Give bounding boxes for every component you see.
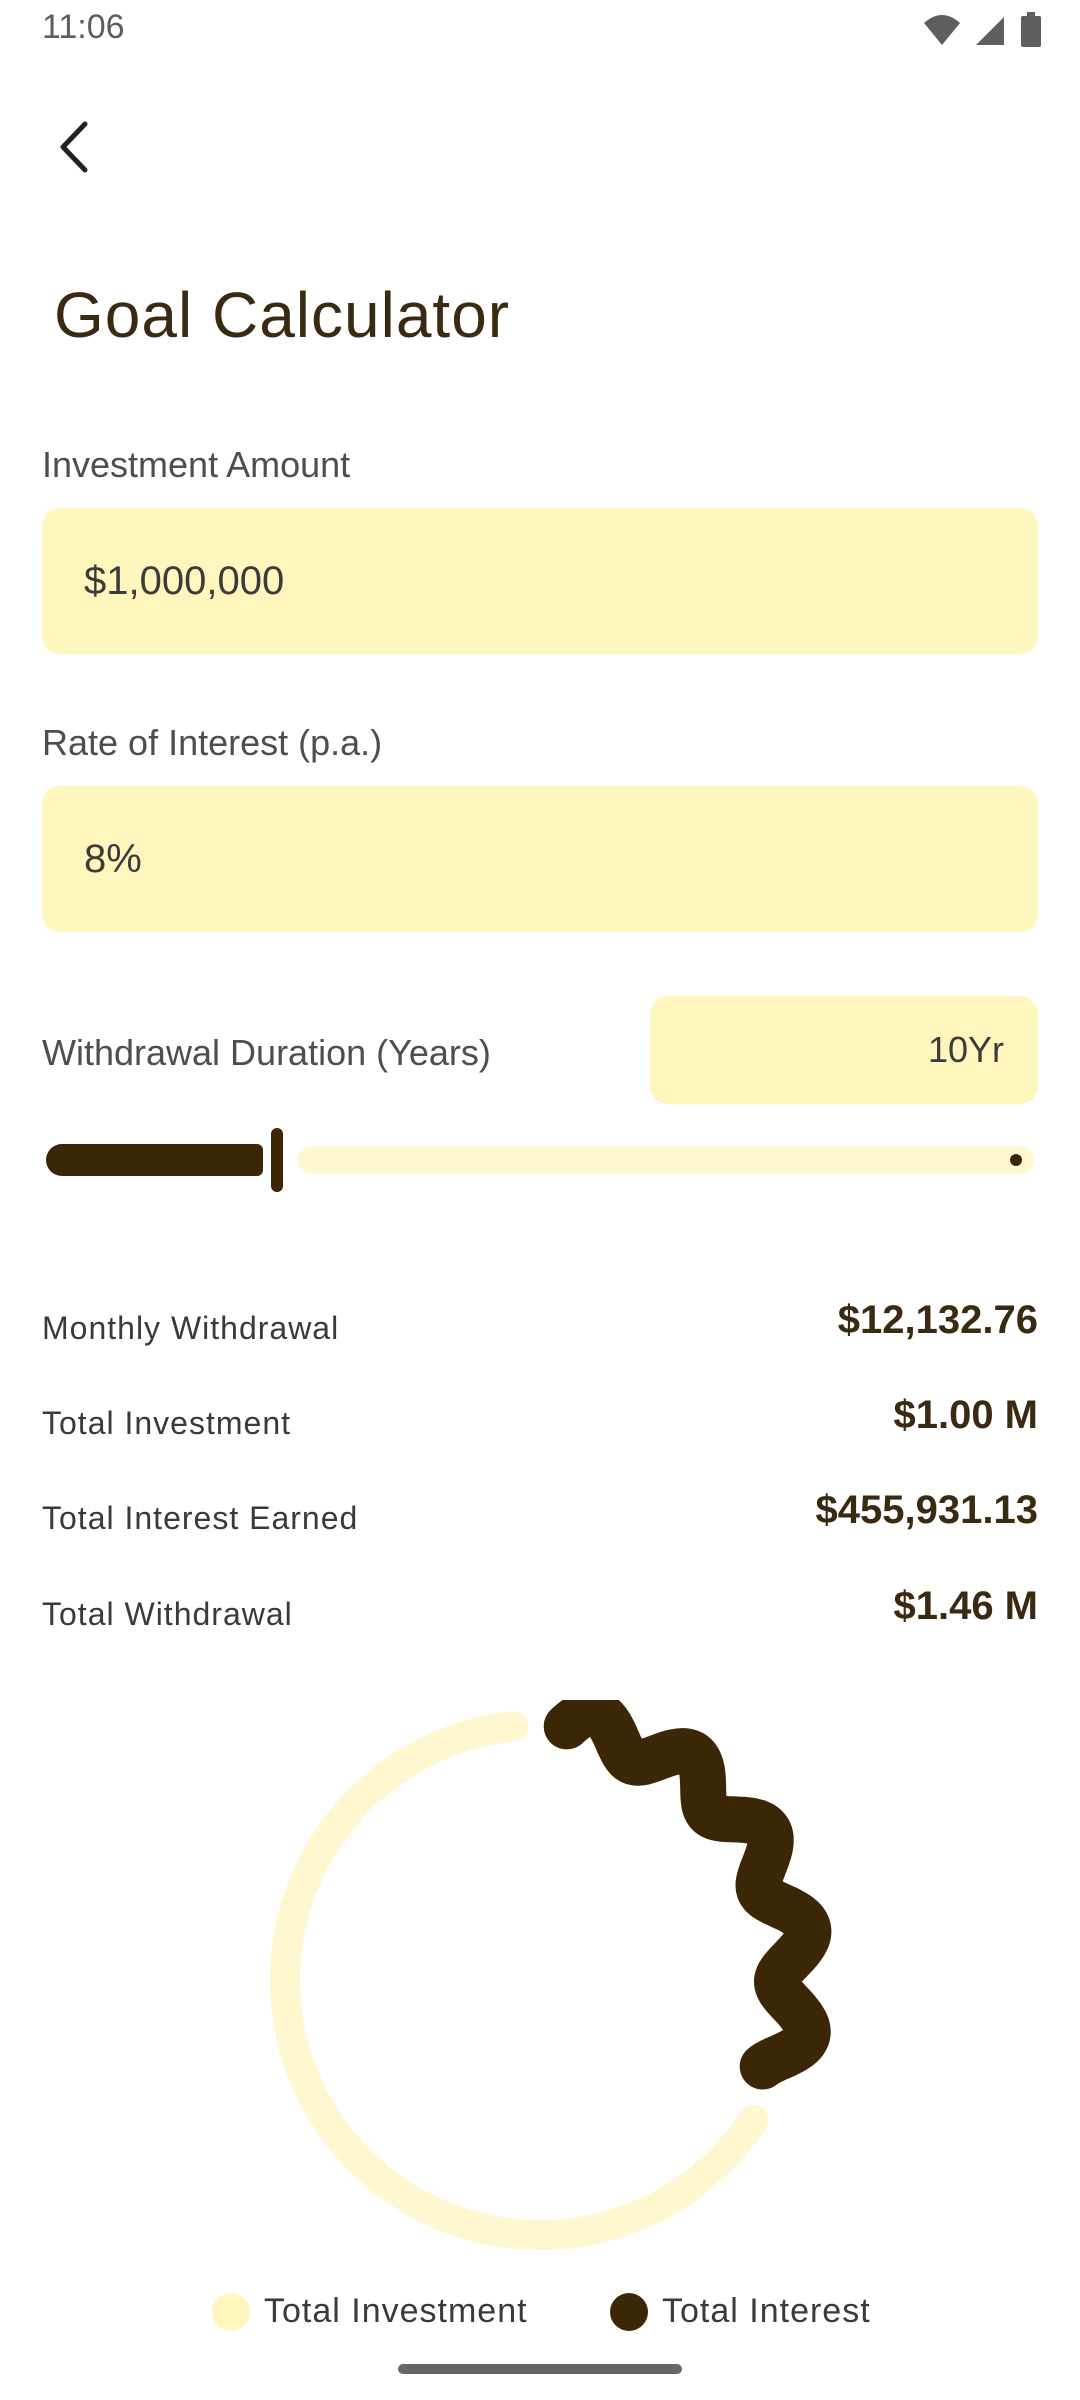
legend-label-investment: Total Investment	[264, 2292, 528, 2330]
rate-of-interest-label: Rate of Interest (p.a.)	[42, 722, 383, 763]
back-button[interactable]	[40, 112, 110, 182]
total-interest-earned-label: Total Interest Earned	[42, 1500, 359, 1536]
withdrawal-duration-input[interactable]: 10Yr	[650, 996, 1038, 1104]
status-icons	[922, 12, 1042, 48]
wifi-icon	[924, 15, 960, 45]
slice-total-investment	[270, 1711, 769, 2250]
rate-of-interest-value: 8%	[84, 836, 142, 881]
investment-amount-input[interactable]: $1,000,000	[42, 508, 1038, 654]
legend-item-interest: Total Interest	[610, 2292, 871, 2331]
total-investment-label: Total Investment	[42, 1405, 291, 1441]
status-time: 11:06	[42, 8, 125, 46]
total-withdrawal-value: $1.46 M	[893, 1584, 1038, 1628]
legend-item-investment: Total Investment	[212, 2292, 528, 2331]
slider-thumb[interactable]	[271, 1128, 283, 1192]
signal-icon	[976, 17, 1004, 45]
monthly-withdrawal-label: Monthly Withdrawal	[42, 1310, 340, 1346]
rate-of-interest-input[interactable]: 8%	[42, 786, 1038, 932]
chevron-left-icon	[60, 121, 88, 173]
chart-legend: Total Investment Total Interest	[0, 2292, 1080, 2342]
investment-amount-label: Investment Amount	[42, 444, 351, 485]
withdrawal-duration-label: Withdrawal Duration (Years)	[42, 1032, 491, 1073]
slice-total-interest	[543, 1700, 832, 2090]
donut-chart	[270, 1700, 832, 2250]
slider-inactive-track	[297, 1146, 1034, 1174]
withdrawal-duration-value: 10Yr	[927, 1029, 1004, 1070]
slider-active-track	[46, 1144, 263, 1176]
gesture-navigation-bar[interactable]	[398, 2364, 682, 2374]
total-interest-earned-value: $455,931.13	[815, 1488, 1038, 1532]
monthly-withdrawal-value: $12,132.76	[837, 1298, 1038, 1342]
slider-end-dot	[1010, 1154, 1022, 1166]
total-investment-value: $1.00 M	[893, 1393, 1038, 1437]
total-withdrawal-label: Total Withdrawal	[42, 1596, 293, 1632]
duration-slider[interactable]	[42, 1120, 1038, 1200]
status-bar: 11:06	[0, 0, 1080, 64]
legend-label-interest: Total Interest	[662, 2292, 871, 2330]
battery-icon	[1021, 12, 1041, 47]
legend-dot-interest	[610, 2292, 648, 2331]
page-title: Goal Calculator	[54, 279, 511, 351]
investment-amount-value: $1,000,000	[84, 558, 285, 603]
legend-dot-investment	[212, 2292, 250, 2331]
